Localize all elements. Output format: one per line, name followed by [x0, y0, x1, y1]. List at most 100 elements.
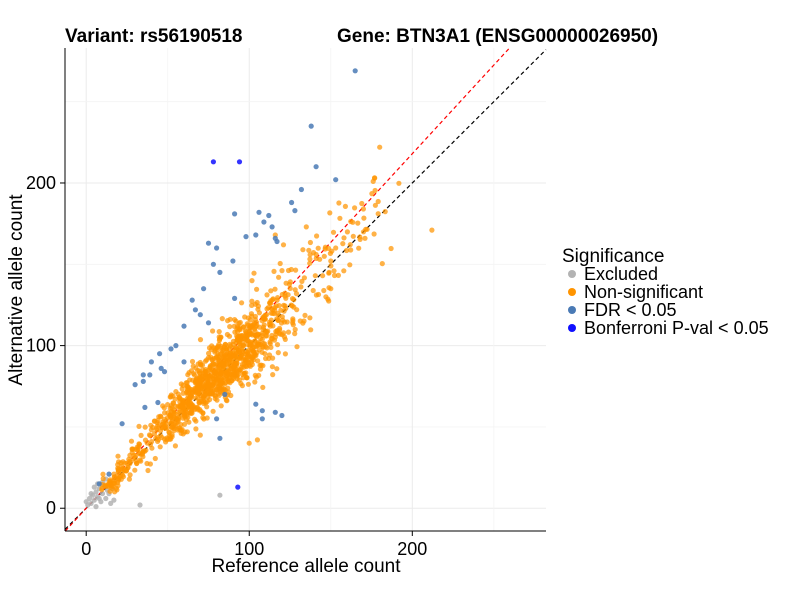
y-tick-label: 200	[26, 173, 56, 193]
point-non-significant	[126, 457, 131, 462]
chart-title-variant: Variant: rs56190518	[65, 26, 242, 47]
point-non-significant	[271, 269, 276, 274]
point-non-significant	[243, 358, 248, 363]
point-non-significant	[320, 273, 325, 278]
point-non-significant	[290, 296, 295, 301]
point-non-significant	[180, 416, 185, 421]
point-non-significant	[217, 393, 222, 398]
point-non-significant	[239, 300, 244, 305]
point-fdr-0-05	[289, 200, 294, 205]
point-non-significant	[288, 286, 293, 291]
point-non-significant	[209, 391, 214, 396]
point-non-significant	[196, 389, 201, 394]
point-non-significant	[264, 329, 269, 334]
y-tick-label: 0	[46, 498, 56, 518]
point-non-significant	[267, 352, 272, 357]
legend: Significance Excluded Non-significant FD…	[562, 246, 769, 338]
chart-title-gene: Gene: BTN3A1 (ENSG00000026950)	[337, 26, 658, 47]
point-fdr-0-05	[256, 210, 261, 215]
point-non-significant	[155, 439, 160, 444]
point-non-significant	[132, 468, 137, 473]
point-fdr-0-05	[217, 436, 222, 441]
point-non-significant	[268, 298, 273, 303]
point-non-significant	[313, 273, 318, 278]
point-non-significant	[173, 389, 178, 394]
point-fdr-0-05	[261, 219, 266, 224]
point-non-significant	[232, 324, 237, 329]
point-non-significant	[264, 306, 269, 311]
point-non-significant	[164, 421, 169, 426]
point-non-significant	[193, 419, 198, 424]
point-non-significant	[328, 251, 333, 256]
point-non-significant	[207, 386, 212, 391]
point-non-significant	[249, 303, 254, 308]
point-non-significant	[158, 428, 163, 433]
point-fdr-0-05	[217, 270, 222, 275]
point-fdr-0-05	[222, 392, 227, 397]
point-non-significant	[255, 358, 260, 363]
point-non-significant	[306, 248, 311, 253]
point-non-significant	[188, 403, 193, 408]
point-non-significant	[115, 466, 120, 471]
point-non-significant	[273, 329, 278, 334]
point-fdr-0-05	[243, 234, 248, 239]
point-non-significant	[275, 298, 280, 303]
point-non-significant	[205, 375, 210, 380]
point-non-significant	[350, 220, 355, 225]
point-excluded	[89, 491, 94, 496]
x-axis-label: Reference allele count	[211, 556, 401, 577]
point-non-significant	[233, 319, 238, 324]
point-non-significant	[355, 221, 360, 226]
point-fdr-0-05	[142, 405, 147, 410]
point-fdr-0-05	[157, 351, 162, 356]
point-non-significant	[380, 261, 385, 266]
legend-swatch-non-significant	[568, 288, 576, 296]
point-non-significant	[233, 345, 238, 350]
point-non-significant	[246, 348, 251, 353]
point-non-significant	[192, 407, 197, 412]
point-non-significant	[227, 334, 232, 339]
point-non-significant	[254, 287, 259, 292]
point-non-significant	[178, 422, 183, 427]
series-excluded	[84, 476, 223, 509]
point-non-significant	[281, 330, 286, 335]
point-excluded	[108, 501, 113, 506]
point-fdr-0-05	[206, 241, 211, 246]
point-fdr-0-05	[211, 262, 216, 267]
point-non-significant	[343, 204, 348, 209]
point-non-significant	[204, 404, 209, 409]
point-non-significant	[333, 245, 338, 250]
point-non-significant	[376, 211, 381, 216]
point-non-significant	[254, 350, 259, 355]
y-axis-label: Alternative allele count	[6, 194, 27, 386]
point-non-significant	[361, 216, 366, 221]
point-non-significant	[314, 233, 319, 238]
point-non-significant	[250, 356, 255, 361]
point-non-significant	[377, 145, 382, 150]
point-non-significant	[242, 371, 247, 376]
point-non-significant	[281, 242, 286, 247]
point-fdr-0-05	[181, 359, 186, 364]
point-non-significant	[352, 205, 357, 210]
series-non-significant	[99, 145, 434, 495]
point-non-significant	[190, 359, 195, 364]
point-non-significant	[348, 242, 353, 247]
point-fdr-0-05	[274, 239, 279, 244]
point-non-significant	[160, 403, 165, 408]
point-non-significant	[274, 366, 279, 371]
point-non-significant	[321, 288, 326, 293]
point-fdr-0-05	[353, 68, 358, 73]
point-non-significant	[328, 263, 333, 268]
point-non-significant	[214, 398, 219, 403]
point-non-significant	[145, 440, 150, 445]
point-fdr-0-05	[155, 400, 160, 405]
point-non-significant	[356, 246, 361, 251]
point-non-significant	[260, 363, 265, 368]
point-non-significant	[240, 342, 245, 347]
point-non-significant	[322, 254, 327, 259]
point-bonferroni-p-val-0-05	[235, 485, 240, 490]
point-non-significant	[237, 325, 242, 330]
point-non-significant	[299, 279, 304, 284]
point-non-significant	[112, 478, 117, 483]
point-non-significant	[328, 286, 333, 291]
